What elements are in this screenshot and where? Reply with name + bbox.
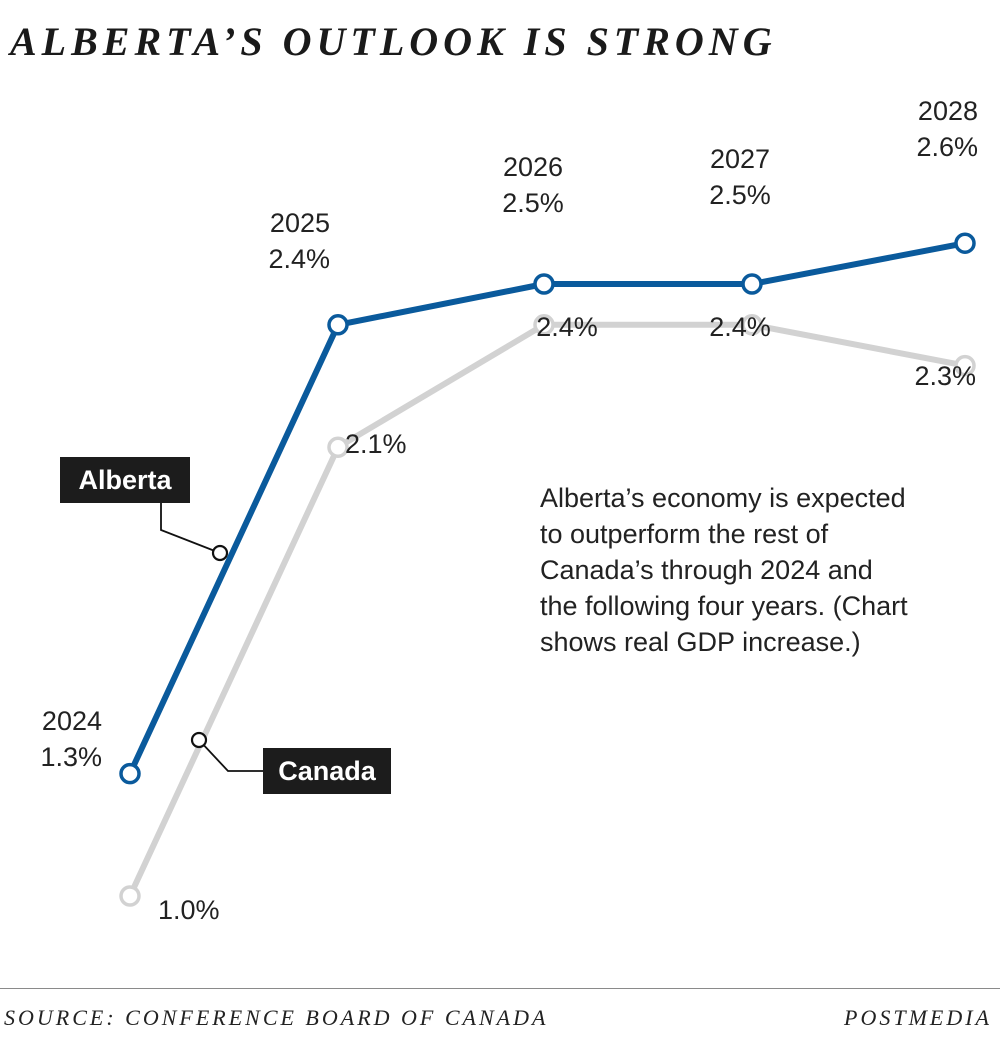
data-label-alberta-2026: 2026 2.5%: [502, 152, 564, 218]
legend-tag-alberta: [60, 457, 190, 503]
data-point-canada-2024: [119, 885, 141, 907]
chart-title: ALBERTA’S OUTLOOK IS STRONG: [10, 19, 777, 64]
data-label-alberta-2028: 2028 2.6%: [916, 96, 978, 162]
callout-leader-canada: [198, 739, 263, 772]
callout-dot-alberta: [211, 544, 229, 562]
legend-tag-canada: [263, 748, 391, 794]
data-label-canada-2028: 2.3%: [914, 361, 976, 391]
data-label-alberta-2025: 2025 2.4%: [268, 208, 330, 274]
line-chart: Alberta Canada 2024 1.3% 2025 2.4% 2026 2.5% 20…: [40, 96, 978, 925]
data-label-alberta-2027: 2027 2.5%: [709, 144, 771, 210]
data-point-alberta-2028: [954, 232, 976, 254]
publisher-credit: POSTMEDIA: [844, 1005, 992, 1030]
data-point-canada-2025: [327, 436, 349, 458]
callout-leader-alberta: [160, 503, 221, 554]
source-credit: SOURCE: CONFERENCE BOARD OF CANADA: [4, 1005, 549, 1030]
data-point-canada-2026: [533, 314, 555, 336]
chart-note: Alberta’s economy is expected to outperf…: [540, 483, 908, 657]
data-point-canada-2028: [954, 354, 976, 377]
data-label-canada-2024: 1.0%: [158, 895, 220, 925]
data-label-canada-2027: 2.4%: [709, 312, 771, 342]
data-point-alberta-2027: [741, 273, 763, 295]
callout-dot-canada: [190, 731, 208, 749]
data-point-alberta-2025: [327, 314, 349, 336]
data-label-canada-2025: 2.1%: [345, 429, 407, 459]
data-point-canada-2027: [741, 314, 763, 336]
legend-label-alberta: Alberta: [78, 465, 172, 495]
data-point-alberta-2026: [533, 273, 555, 295]
data-label-alberta-2024: 2024 1.3%: [40, 706, 102, 772]
legend-label-canada: Canada: [278, 756, 377, 786]
footer-divider: [0, 988, 1000, 989]
data-label-canada-2026: 2.4%: [536, 312, 598, 342]
data-point-alberta-2024: [119, 762, 141, 785]
